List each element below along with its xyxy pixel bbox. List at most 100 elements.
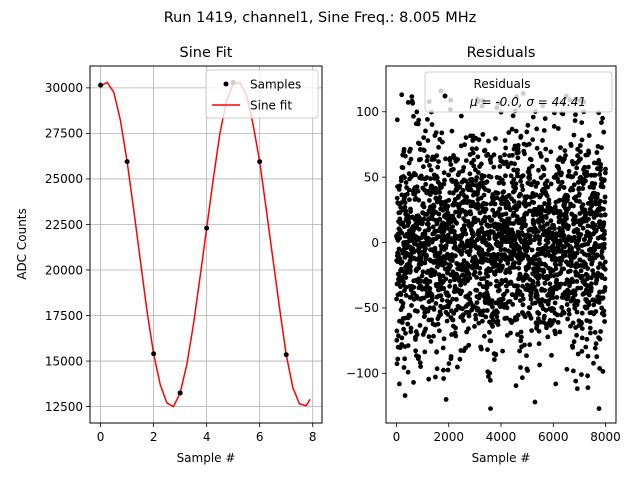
residual-point [602, 241, 607, 247]
residuals-x-ticks: 0 2000 4000 6000 8000 [393, 423, 621, 444]
residual-point [495, 318, 501, 324]
residuals-legend-title: Residuals [474, 77, 531, 91]
residual-point [397, 235, 403, 241]
residual-point [470, 150, 476, 156]
residual-point [543, 215, 549, 221]
residual-point [504, 305, 510, 311]
residual-point [547, 226, 552, 232]
residual-point [578, 156, 583, 162]
residual-point [437, 328, 442, 334]
residual-point [420, 220, 425, 226]
residual-point [403, 153, 408, 159]
residual-point [416, 265, 421, 271]
residual-point [426, 334, 432, 340]
residual-point [601, 236, 607, 242]
residual-point [577, 199, 582, 204]
residual-point [483, 206, 489, 212]
residual-point [484, 308, 490, 313]
residual-point [405, 321, 411, 327]
residual-point [570, 174, 576, 180]
residual-point [490, 304, 495, 310]
residual-point [588, 285, 594, 291]
residual-point [592, 330, 598, 335]
residual-point [504, 288, 510, 294]
residual-point [433, 130, 439, 136]
residual-point [460, 187, 466, 193]
sine-fit-title: Sine Fit [180, 45, 233, 61]
residual-point [586, 299, 592, 305]
residual-point [573, 112, 578, 118]
residual-point [495, 226, 500, 232]
residual-point [603, 170, 608, 176]
residual-point [461, 318, 466, 324]
residual-point [544, 178, 550, 184]
x-tick-label: 6 [256, 430, 264, 444]
residual-point [485, 347, 490, 353]
residual-point [421, 216, 427, 222]
residual-point [430, 224, 436, 230]
residual-point [557, 155, 563, 161]
y-tick-label: 15000 [45, 354, 83, 368]
residual-point [522, 342, 527, 348]
residual-point [394, 328, 400, 334]
residual-point [410, 100, 416, 106]
residual-point [515, 143, 521, 148]
residual-point [474, 275, 479, 280]
residual-point [453, 325, 458, 331]
residual-point [559, 179, 565, 185]
residual-point [575, 153, 580, 159]
residual-point [423, 128, 428, 134]
residual-point [534, 145, 540, 151]
residuals-legend: Residuals μ = -0.0, σ = 44.41 [424, 71, 613, 113]
residual-point [500, 348, 505, 354]
residual-point [564, 216, 569, 221]
residual-point [545, 184, 551, 190]
residual-point [455, 157, 460, 162]
residual-point [399, 268, 405, 274]
residual-point [523, 222, 528, 228]
residual-point [427, 279, 433, 284]
residual-point [587, 319, 593, 324]
residual-point [426, 242, 431, 248]
residual-point [422, 313, 427, 319]
residual-point [405, 369, 411, 375]
residual-point [401, 365, 407, 370]
residual-point [508, 280, 514, 286]
residual-point [537, 319, 543, 325]
residual-point [542, 280, 548, 286]
residual-point [403, 293, 409, 298]
residual-point [520, 283, 525, 289]
residual-point [578, 149, 583, 155]
sample-point [283, 352, 289, 358]
residual-point [532, 219, 537, 225]
residual-point [472, 269, 478, 275]
residual-point [424, 158, 430, 164]
residual-point [527, 305, 533, 311]
residual-point [529, 163, 535, 169]
residual-point [411, 113, 416, 119]
residual-point [565, 294, 571, 300]
residual-point [602, 212, 608, 218]
residual-point [434, 349, 440, 355]
residual-point [592, 172, 598, 178]
residual-point [403, 180, 409, 185]
residual-point [433, 249, 438, 255]
residual-point [574, 250, 580, 256]
residual-point [552, 300, 558, 306]
sine-fit-y-ticks: 12500 15000 17500 20000 22500 25000 27500 30000 [45, 81, 90, 414]
residual-point [600, 255, 605, 261]
residual-point [479, 312, 485, 318]
residual-point [515, 283, 521, 289]
residual-point [592, 181, 598, 187]
residual-point [549, 352, 554, 358]
residual-point [574, 165, 580, 171]
residual-point [425, 154, 430, 160]
residuals-x-axis-label: Sample # [472, 451, 531, 465]
residual-point [557, 209, 563, 214]
residual-point [487, 370, 493, 376]
residual-point [546, 200, 552, 206]
residual-point [488, 378, 493, 383]
residual-point [467, 275, 473, 281]
residual-point [488, 174, 494, 180]
residual-point [396, 280, 402, 285]
